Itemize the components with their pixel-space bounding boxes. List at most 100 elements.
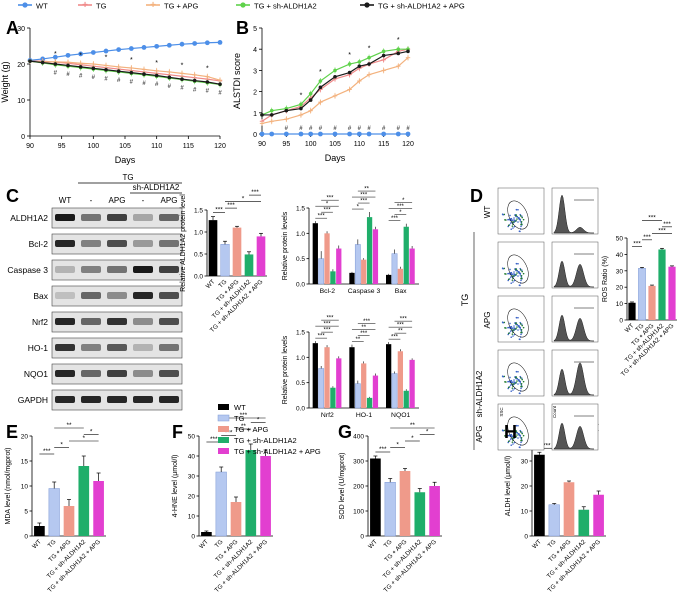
y-tick-label-C3-2: 1.0 bbox=[296, 355, 305, 362]
x-tick-label-B-6: 120 bbox=[402, 141, 414, 148]
point-B-0-8 bbox=[356, 131, 362, 137]
x-tick-label-D-0: WT bbox=[624, 322, 636, 334]
legend-bar-swatch-1 bbox=[217, 414, 230, 422]
flow-dot-2-67 bbox=[514, 327, 516, 330]
flow-sh-label: sh-ALDH1A2 bbox=[475, 370, 484, 417]
x-tick-label-A-1: 95 bbox=[58, 143, 66, 150]
flow-dot-1-51 bbox=[505, 273, 507, 275]
y-tick-label-G-2: 200 bbox=[353, 484, 364, 491]
sig-label-C3-1-2: ** bbox=[361, 325, 366, 331]
flow-dot-0-49 bbox=[509, 222, 512, 224]
point-A-4-10 bbox=[154, 73, 159, 78]
flow-dot-4-47 bbox=[519, 436, 522, 438]
x-tick-label-C3-0: Nrf2 bbox=[321, 412, 334, 419]
flow-dot-0-38 bbox=[508, 218, 510, 221]
panel-label-e: E bbox=[6, 422, 19, 442]
sig-hash-A-5: # bbox=[92, 75, 96, 81]
blot-row-label-5: HO-1 bbox=[28, 343, 49, 353]
y-tick-label-H-0: 0 bbox=[524, 534, 528, 541]
bar-H-4 bbox=[593, 494, 604, 536]
y-axis-label-H: ALDH level (μmol/l) bbox=[505, 456, 512, 516]
point-B-0-5 bbox=[318, 131, 323, 137]
sig-label-C2-0-0: *** bbox=[318, 213, 326, 219]
x-tick-label-C1-1: TG bbox=[217, 278, 228, 289]
blot-band-6-4 bbox=[159, 370, 179, 377]
legend-label-1: TG bbox=[96, 2, 107, 11]
blot-band-2-0 bbox=[55, 266, 75, 273]
point-A-4-5 bbox=[91, 66, 96, 71]
flow-dot-2-15 bbox=[511, 333, 514, 335]
sig-label-D-2: *** bbox=[658, 227, 666, 234]
flow-gate-0 bbox=[507, 200, 529, 230]
sig-label-D-3: *** bbox=[663, 221, 671, 228]
blot-band-5-3 bbox=[133, 344, 153, 351]
point-B-3-5 bbox=[318, 79, 323, 83]
flow-dot-0-22 bbox=[512, 219, 514, 221]
point-A-4-15 bbox=[218, 82, 222, 86]
flow-dot-1-20 bbox=[510, 282, 513, 284]
bar-E-2 bbox=[63, 506, 75, 536]
sig-label-E-1: * bbox=[60, 442, 63, 449]
point-B-4-7 bbox=[347, 70, 352, 75]
blot-row-label-3: Bax bbox=[33, 291, 48, 301]
point-B-3-4 bbox=[308, 91, 313, 96]
flow-dot-1-32 bbox=[517, 262, 519, 265]
sig-label-C3-0-0: *** bbox=[318, 333, 326, 339]
flow-axis-count: Count bbox=[552, 405, 557, 418]
y-tick-label-C2-2: 1.0 bbox=[296, 231, 305, 238]
sig-label-G-3: * bbox=[426, 429, 429, 436]
legend-marker-3 bbox=[240, 2, 246, 8]
sig-label-C2-2-3: * bbox=[402, 198, 405, 204]
point-B-4-12 bbox=[406, 49, 410, 54]
blot-band-1-2 bbox=[107, 240, 127, 247]
y-tick-label-B-2: 2 bbox=[253, 90, 257, 97]
flow-dot-1-47 bbox=[519, 274, 522, 276]
sig-star-B-3: * bbox=[300, 92, 303, 99]
sig-label-F-4: *** bbox=[240, 412, 248, 419]
blot-band-4-3 bbox=[133, 318, 153, 325]
y-tick-label-H-2: 20 bbox=[521, 484, 529, 491]
flow-dot-0-54 bbox=[507, 224, 510, 227]
bar-C3-0-1 bbox=[318, 368, 325, 409]
flow-dot-3-68 bbox=[518, 380, 521, 383]
point-B-0-11 bbox=[395, 131, 401, 137]
flow-hist-fill-1 bbox=[553, 260, 595, 288]
sig-label-F-1: *** bbox=[225, 430, 233, 437]
flow-dot-2-33 bbox=[516, 326, 518, 328]
y-tick-label-A-2: 20 bbox=[17, 62, 25, 69]
bar-C2-2-1 bbox=[391, 253, 398, 285]
sig-label-E-2: * bbox=[83, 435, 86, 442]
blot-band-5-2 bbox=[107, 344, 127, 351]
flow-gate-4 bbox=[507, 416, 529, 446]
x-tick-label-A-3: 105 bbox=[119, 143, 131, 150]
flow-dot-2-65 bbox=[518, 338, 521, 341]
y-axis-label-B: ALSTDI score bbox=[232, 53, 242, 109]
bar-F-2 bbox=[230, 502, 242, 536]
flow-dot-2-38 bbox=[508, 326, 510, 329]
blot-row-label-1: Bcl-2 bbox=[29, 239, 49, 249]
sig-star-B-9: * bbox=[368, 46, 371, 53]
flow-dot-1-14 bbox=[509, 268, 511, 271]
bar-C2-2-0 bbox=[386, 274, 392, 284]
sig-star-A-8: * bbox=[130, 57, 133, 64]
flow-dot-4-32 bbox=[517, 424, 519, 427]
blot-band-0-2 bbox=[107, 214, 127, 221]
panel-label-a: A bbox=[6, 18, 19, 38]
flow-dot-4-52 bbox=[520, 441, 522, 444]
series-line-A-1 bbox=[30, 60, 221, 82]
y-tick-label-C2-1: 0.5 bbox=[296, 256, 305, 263]
point-B-4-1 bbox=[269, 113, 274, 117]
blot-band-7-1 bbox=[81, 396, 101, 403]
flow-dot-2-68 bbox=[518, 326, 521, 329]
flow-dot-1-67 bbox=[514, 273, 516, 276]
flow-dot-0-14 bbox=[509, 214, 511, 217]
sig-hash-B-3: # bbox=[299, 126, 303, 132]
point-B-0-9 bbox=[366, 131, 372, 137]
flow-dot-4-33 bbox=[516, 434, 518, 436]
blot-row-label-4: Nrf2 bbox=[32, 317, 48, 327]
flow-dot-2-49 bbox=[509, 330, 512, 332]
sig-hash-A-7: # bbox=[117, 78, 121, 84]
flow-apg-label: APG bbox=[475, 426, 484, 443]
bar-C2-0-0 bbox=[312, 223, 318, 284]
point-A-4-14 bbox=[205, 80, 210, 84]
